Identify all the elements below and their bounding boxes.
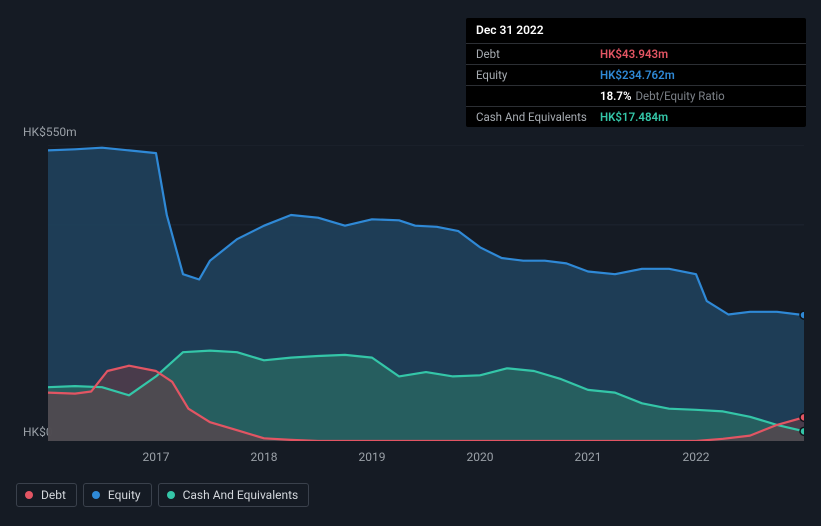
tooltip-row: 18.7%Debt/Equity Ratio xyxy=(466,85,806,106)
tooltip-row: DebtHK$43.943m xyxy=(466,43,806,64)
tooltip-row-value: 18.7%Debt/Equity Ratio xyxy=(600,88,725,104)
legend-item-cash-and-equivalents[interactable]: Cash And Equivalents xyxy=(158,483,310,507)
tooltip-row-value: HK$234.762m xyxy=(600,67,675,83)
tooltip-row: Cash And EquivalentsHK$17.484m xyxy=(466,106,806,127)
tooltip-row-suffix: Debt/Equity Ratio xyxy=(635,89,724,103)
series-end-marker xyxy=(800,311,804,319)
x-axis-tick: 2022 xyxy=(683,450,710,464)
legend-item-label: Debt xyxy=(41,488,66,502)
legend-dot-icon xyxy=(92,491,100,499)
tooltip-title: Dec 31 2022 xyxy=(466,18,806,43)
tooltip-row-label: Cash And Equivalents xyxy=(476,109,600,125)
x-axis-tick: 2018 xyxy=(251,450,278,464)
area-chart xyxy=(48,145,804,441)
chart-root: Dec 31 2022 DebtHK$43.943mEquityHK$234.7… xyxy=(0,0,821,526)
chart-legend: Debt Equity Cash And Equivalents xyxy=(16,483,309,507)
x-axis-tick: 2020 xyxy=(467,450,494,464)
x-axis-tick: 2017 xyxy=(143,450,170,464)
chart-tooltip: Dec 31 2022 DebtHK$43.943mEquityHK$234.7… xyxy=(466,18,806,127)
legend-dot-icon xyxy=(25,491,33,499)
y-axis-top-label: HK$550m xyxy=(23,125,77,139)
legend-item-label: Cash And Equivalents xyxy=(183,488,299,502)
tooltip-row-label: Debt xyxy=(476,46,600,62)
tooltip-row-value: HK$43.943m xyxy=(600,46,668,62)
tooltip-row: EquityHK$234.762m xyxy=(466,64,806,85)
x-axis-tick: 2021 xyxy=(575,450,602,464)
x-axis-tick: 2019 xyxy=(359,450,386,464)
tooltip-row-value: HK$17.484m xyxy=(600,109,668,125)
legend-item-debt[interactable]: Debt xyxy=(16,483,77,507)
legend-item-label: Equity xyxy=(108,488,141,502)
legend-dot-icon xyxy=(167,491,175,499)
tooltip-row-label: Equity xyxy=(476,67,600,83)
series-end-marker xyxy=(800,413,804,421)
tooltip-row-label xyxy=(476,88,600,104)
series-end-marker xyxy=(800,427,804,435)
legend-item-equity[interactable]: Equity xyxy=(83,483,152,507)
